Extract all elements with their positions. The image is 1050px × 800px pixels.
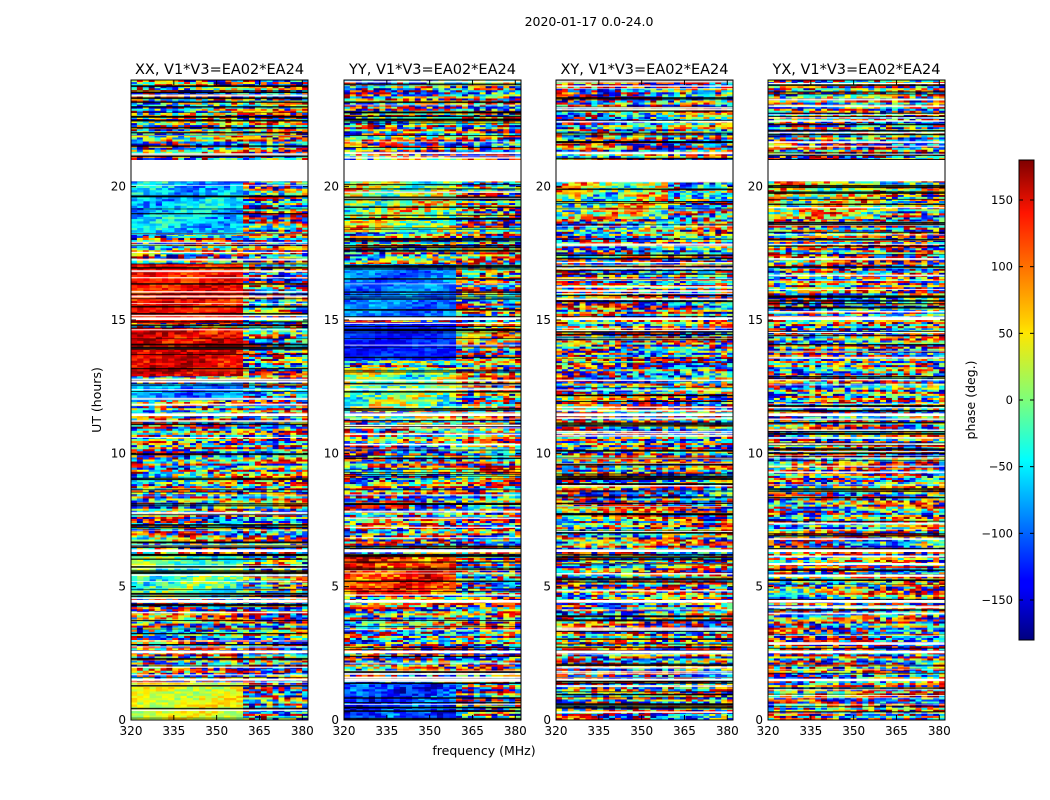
colorbar-tick-label: −100 (981, 526, 1013, 540)
x-tick-label: 350 (205, 724, 228, 738)
x-tick-label: 335 (162, 724, 185, 738)
y-tick-label: 20 (536, 180, 551, 194)
y-tick-label: 10 (111, 446, 126, 460)
panel-xx-title: XX, V1*V3=EA02*EA24 (135, 62, 304, 78)
colorbar-label: phase (deg.) (963, 361, 978, 440)
panel-yy: YY, V1*V3=EA02*EA24 320 335 350 365 380 0 5 10 15… (324, 62, 527, 738)
colorbar-tick-label: 100 (991, 260, 1013, 274)
x-tick-label: 365 (248, 724, 271, 738)
colorbar-tick-label: 0 (1006, 393, 1013, 407)
y-tick-label: 15 (111, 313, 126, 327)
x-tick-label: 380 (291, 724, 314, 738)
y-tick-label: 15 (536, 313, 551, 327)
figure-suptitle: 2020-01-17 0.0-24.0 (525, 14, 654, 29)
y-tick-label: 5 (331, 580, 339, 594)
panel-yy-phase-image (344, 80, 521, 720)
y-tick-label: 10 (324, 446, 339, 460)
panel-xy-frame (555, 79, 734, 721)
panel-xx: XX, V1*V3=EA02*EA24 320 335 350 365 380 0 5 10 15… (111, 62, 314, 738)
panel-xx-phase-image (131, 80, 308, 720)
x-tick-label: 320 (757, 724, 780, 738)
colorbar-tick-label: −50 (989, 460, 1013, 474)
y-tick-label: 15 (324, 313, 339, 327)
y-tick-label: 0 (755, 713, 763, 727)
panel-xy: XY, V1*V3=EA02*EA24 320 335 350 365 380 0 5 10 15… (536, 62, 739, 738)
y-tick-label: 20 (324, 180, 339, 194)
x-tick-label: 365 (673, 724, 696, 738)
y-tick-label: 10 (536, 446, 551, 460)
y-tick-label: 0 (118, 713, 126, 727)
panel-xx-frame (130, 79, 309, 721)
panel-yx-frame (767, 79, 946, 721)
x-tick-label: 335 (375, 724, 398, 738)
x-tick-label: 350 (842, 724, 865, 738)
colorbar: 150 100 50 0 −50 −100 −150 phase (deg.) (963, 159, 1035, 641)
y-axis-label: UT (hours) (89, 367, 104, 433)
y-tick-label: 20 (748, 180, 763, 194)
panel-yx: YX, V1*V3=EA02*EA24 320 335 350 365 380 0 5 10 15… (748, 62, 951, 738)
y-tick-label: 20 (111, 180, 126, 194)
x-tick-label: 380 (716, 724, 739, 738)
panel-xy-title: XY, V1*V3=EA02*EA24 (560, 62, 728, 78)
y-tick-label: 5 (755, 580, 763, 594)
x-tick-label: 320 (120, 724, 143, 738)
y-tick-label: 10 (748, 446, 763, 460)
panel-yy-frame (343, 79, 522, 721)
panel-yx-phase-image (768, 80, 945, 720)
panels-group: XX, V1*V3=EA02*EA24 320 335 350 365 380 0 5 10 15… (111, 62, 951, 738)
y-tick-label: 15 (748, 313, 763, 327)
y-tick-label: 0 (543, 713, 551, 727)
colorbar-tick-label: 50 (998, 326, 1013, 340)
x-tick-label: 350 (630, 724, 653, 738)
x-tick-label: 335 (587, 724, 610, 738)
panel-xy-phase-image (556, 80, 733, 720)
colorbar-ticks: 150 100 50 0 −50 −100 −150 (981, 193, 1034, 607)
x-tick-label: 320 (545, 724, 568, 738)
x-tick-label: 365 (461, 724, 484, 738)
y-tick-label: 0 (331, 713, 339, 727)
x-tick-label: 335 (799, 724, 822, 738)
x-tick-label: 365 (885, 724, 908, 738)
x-tick-label: 380 (504, 724, 527, 738)
x-tick-label: 320 (333, 724, 356, 738)
panel-yx-title: YX, V1*V3=EA02*EA24 (771, 62, 940, 78)
panel-yy-title: YY, V1*V3=EA02*EA24 (348, 62, 516, 78)
colorbar-tick-label: −150 (981, 593, 1013, 607)
x-axis-label: frequency (MHz) (432, 743, 535, 758)
y-tick-label: 5 (118, 580, 126, 594)
x-tick-label: 350 (418, 724, 441, 738)
y-tick-label: 5 (543, 580, 551, 594)
colorbar-tick-label: 150 (991, 193, 1013, 207)
x-tick-label: 380 (928, 724, 951, 738)
